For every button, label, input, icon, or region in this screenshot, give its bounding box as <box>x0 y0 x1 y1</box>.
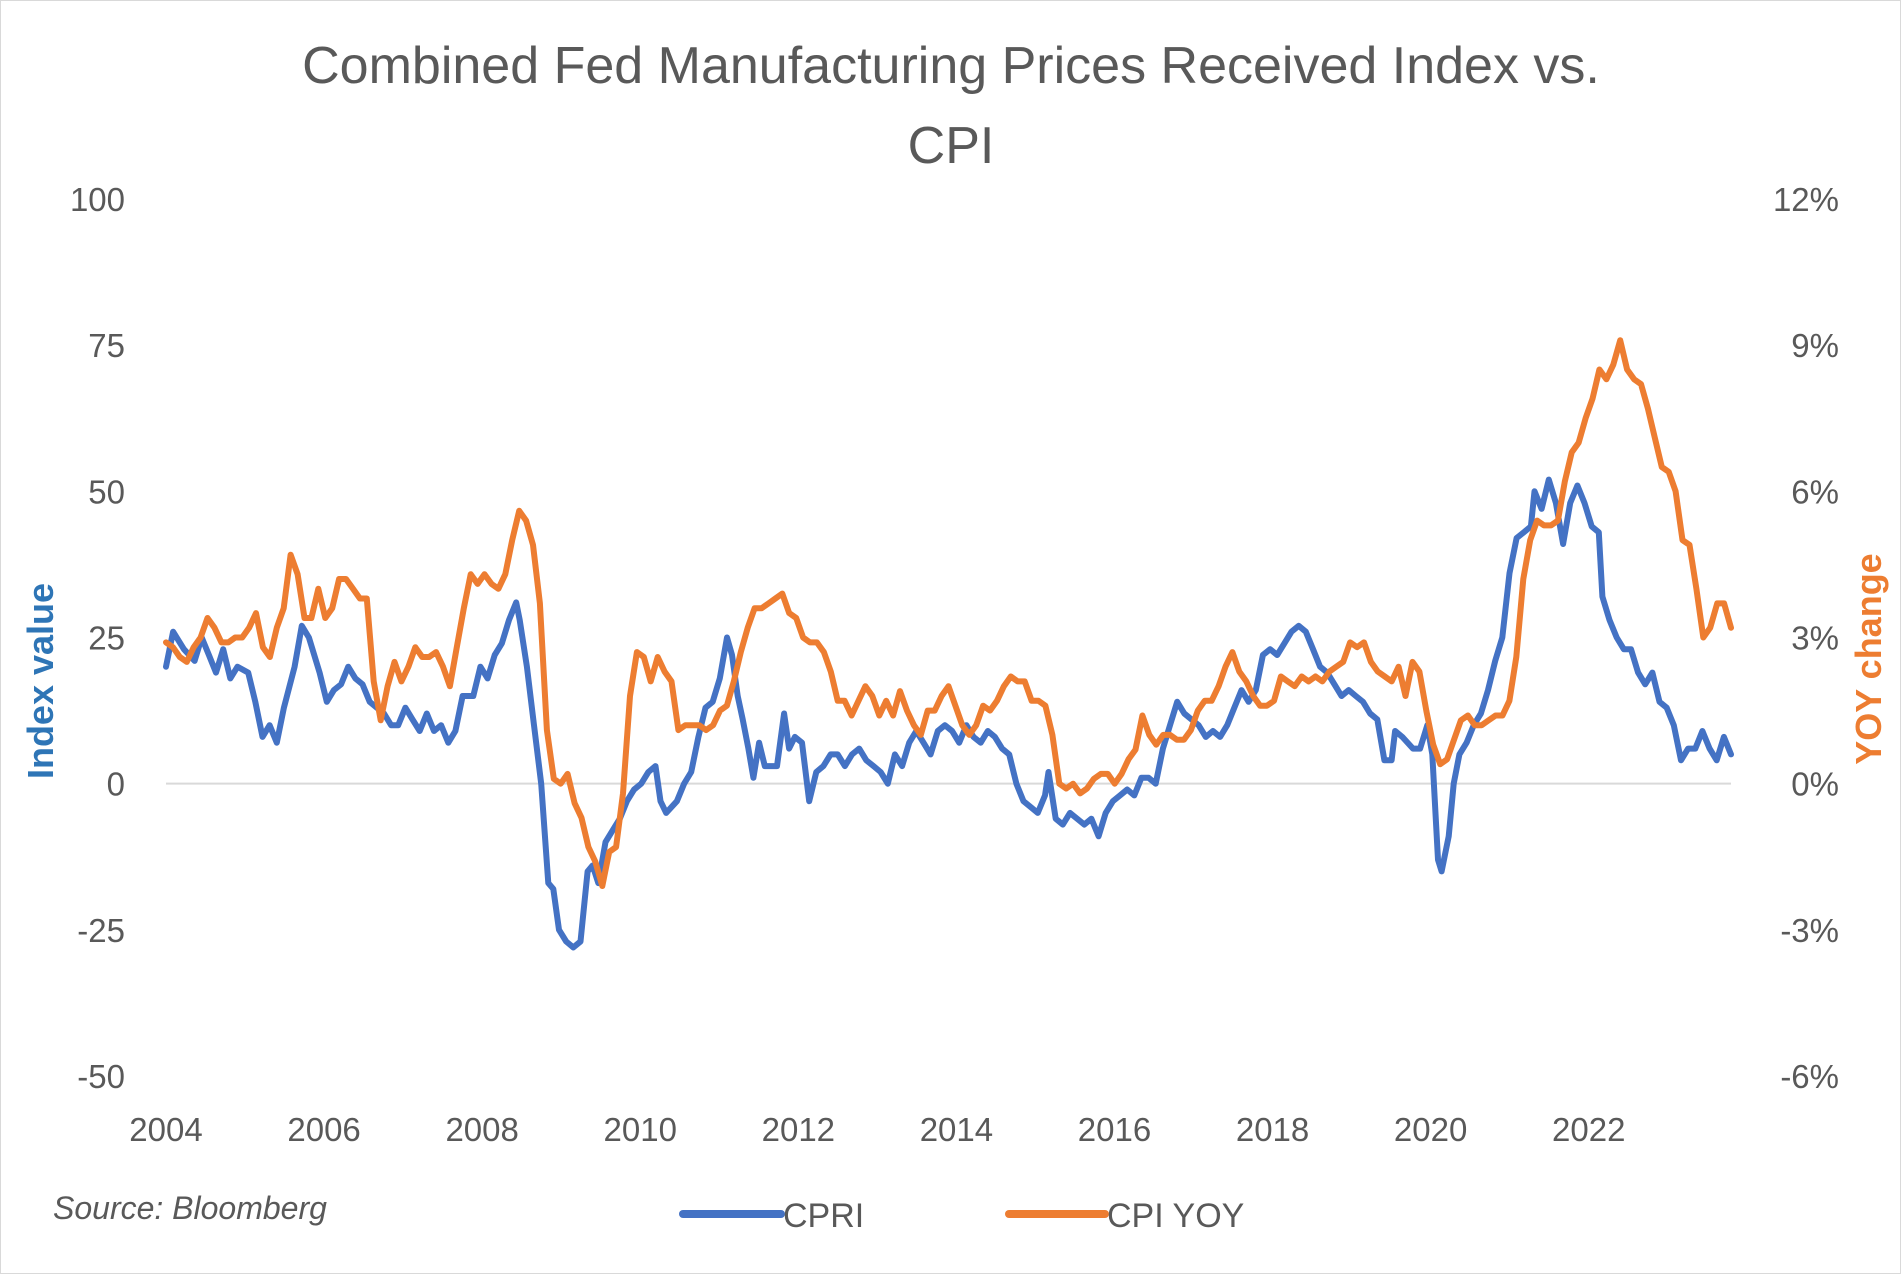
series-layer <box>163 337 1734 951</box>
left-axis-tick-labels: -50 -25 0 25 50 75 100 <box>70 181 125 1095</box>
left-tick-label: 0 <box>107 766 125 803</box>
left-tick-label: 25 <box>88 620 125 657</box>
left-tick-label: 100 <box>70 181 125 218</box>
left-tick-label: -50 <box>77 1058 125 1095</box>
source-note: Source: Bloomberg <box>53 1190 327 1226</box>
series-line-cpri <box>163 476 1734 951</box>
chart-title-line-1: Combined Fed Manufacturing Prices Receiv… <box>302 37 1600 95</box>
left-axis-title: Index value <box>20 583 61 779</box>
right-axis-tick-labels: -6% -3% 0% 3% 6% 9% 12% <box>1773 181 1839 1095</box>
x-tick-label: 2018 <box>1236 1111 1309 1148</box>
right-tick-label: 6% <box>1791 473 1839 510</box>
series-line-cpi-yoy <box>163 337 1734 889</box>
right-tick-label: 9% <box>1791 327 1839 364</box>
x-axis-tick-labels: 2004 2006 2008 2010 2012 2014 2016 2018 2020 2022 <box>129 1111 1625 1148</box>
right-axis-title: YOY change <box>1848 553 1889 764</box>
x-tick-label: 2006 <box>287 1111 360 1148</box>
right-tick-label: -6% <box>1780 1058 1839 1095</box>
legend-label-cpi-yoy: CPI YOY <box>1107 1197 1244 1235</box>
right-tick-label: 3% <box>1791 620 1839 657</box>
x-tick-label: 2008 <box>445 1111 518 1148</box>
x-tick-label: 2004 <box>129 1111 202 1148</box>
right-tick-label: 12% <box>1773 181 1839 218</box>
left-tick-label: 50 <box>88 473 125 510</box>
x-tick-label: 2020 <box>1394 1111 1467 1148</box>
left-tick-label: -25 <box>77 912 125 949</box>
x-tick-label: 2022 <box>1552 1111 1625 1148</box>
left-tick-label: 75 <box>88 327 125 364</box>
right-tick-label: 0% <box>1791 766 1839 803</box>
right-tick-label: -3% <box>1780 912 1839 949</box>
x-tick-label: 2010 <box>604 1111 677 1148</box>
chart-legend: CPRI CPI YOY <box>679 1197 1244 1235</box>
x-tick-label: 2012 <box>762 1111 835 1148</box>
x-tick-label: 2016 <box>1078 1111 1151 1148</box>
x-tick-label: 2014 <box>920 1111 993 1148</box>
legend-label-cpri: CPRI <box>783 1197 864 1235</box>
chart-title-line-2: CPI <box>908 117 995 175</box>
